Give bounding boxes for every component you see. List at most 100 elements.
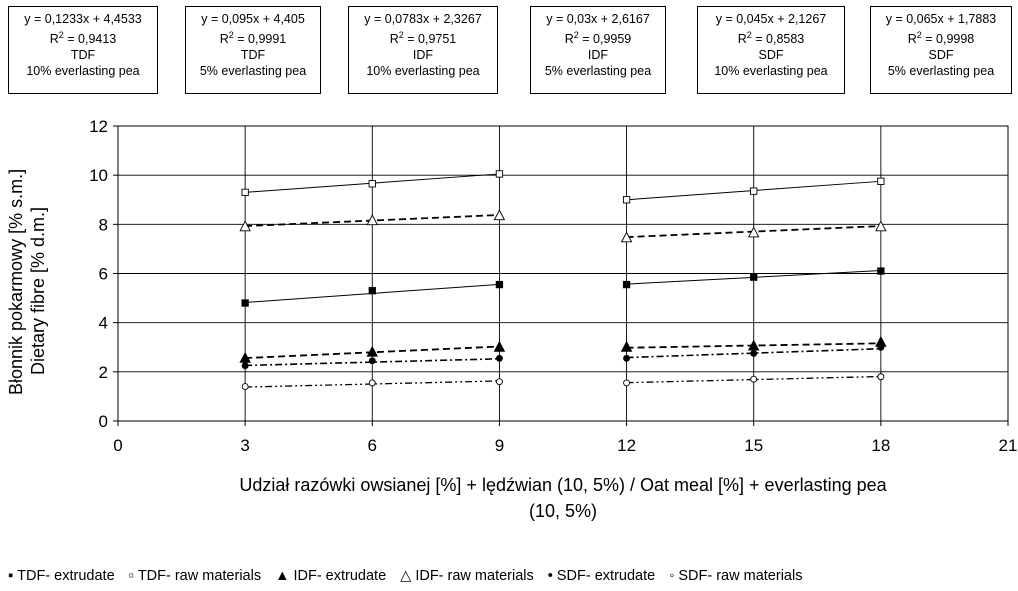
- x-axis-label-line2: (10, 5%): [528, 501, 598, 521]
- sdf-extrudate-trendline: [626, 347, 881, 359]
- sample-label: 10% everlasting pea: [714, 64, 828, 79]
- equation-box-tdf-5: y = 0,095x + 4,405 R2 = 0,9991 TDF 5% ev…: [185, 6, 321, 94]
- x-tick-label: 12: [617, 436, 636, 455]
- sdf-extrudate-trendline: [245, 358, 500, 367]
- legend-item-idf-extrudate: ▲ IDF- extrudate: [275, 568, 386, 584]
- sdf-raw-materials-point: [495, 378, 503, 386]
- tdf-extrudate-point: [241, 299, 249, 307]
- idf-raw-materials-point: [747, 226, 760, 238]
- idf-raw-materials-point: [875, 220, 887, 232]
- legend-item-sdf-extrudate: • SDF- extrudate: [548, 568, 655, 584]
- legend-label: SDF- raw materials: [678, 568, 803, 584]
- fibre-type: IDF: [587, 48, 609, 63]
- y-tick-label: 0: [99, 412, 108, 431]
- equation-text: y = 0,1233x + 4,4533: [24, 12, 142, 26]
- equation-box-sdf-10: y = 0,045x + 2,1267 R2 = 0,8583 SDF 10% …: [697, 6, 845, 94]
- x-tick-label: 3: [240, 436, 249, 455]
- filled-square-marker-icon: ▪: [8, 568, 14, 584]
- sdf-raw-materials-point: [241, 383, 249, 391]
- sdf-raw-materials-point: [623, 379, 631, 387]
- chart-legend: ▪ TDF- extrudate ▫ TDF- raw materials ▲ IDF…: [8, 568, 812, 584]
- tdf-raw-materials-point: [877, 177, 885, 185]
- y-tick-label: 2: [99, 363, 108, 382]
- x-tick-label: 9: [495, 436, 504, 455]
- idf-raw-materials-point: [366, 214, 379, 226]
- tdf-raw-materials-point: [622, 196, 631, 204]
- fibre-type: SDF: [758, 48, 784, 63]
- legend-label: TDF- raw materials: [137, 568, 262, 584]
- x-tick-label: 18: [871, 436, 890, 455]
- sample-label: 5% everlasting pea: [544, 64, 652, 79]
- equation-text: y = 0,065x + 1,7883: [885, 12, 997, 26]
- equation-text: y = 0,045x + 2,1267: [715, 12, 827, 26]
- sdf-raw-materials-point: [368, 379, 376, 387]
- equation-box-idf-5: y = 0,03x + 2,6167 R2 = 0,9959 IDF 5% ev…: [530, 6, 666, 94]
- legend-item-tdf-raw: ▫ TDF- raw materials: [129, 568, 261, 584]
- r-squared: R2 = 0,9998: [907, 30, 975, 47]
- equation-text: y = 0,0783x + 2,3267: [364, 12, 482, 26]
- x-tick-label: 6: [368, 436, 377, 455]
- sdf-extrudate-point: [623, 354, 631, 362]
- legend-item-tdf-extrudate: ▪ TDF- extrudate: [8, 568, 115, 584]
- legend-item-idf-raw: △ IDF- raw materials: [400, 568, 534, 584]
- tdf-extrudate-point: [495, 280, 504, 289]
- sdf-extrudate-point: [368, 357, 376, 365]
- sdf-extrudate-point: [495, 354, 503, 362]
- x-tick-label: 0: [113, 436, 122, 455]
- tdf-extrudate-point: [750, 273, 758, 281]
- open-circle-marker-icon: ◦: [669, 568, 675, 584]
- x-tick-label: 21: [999, 436, 1018, 455]
- sdf-extrudate-point: [241, 362, 249, 370]
- y-axis-label-english: Dietary fibre [% d.m.]: [28, 206, 48, 375]
- r-squared: R2 = 0,9413: [49, 30, 117, 47]
- legend-label: TDF- extrudate: [17, 568, 115, 584]
- sdf-raw-materials-point: [877, 373, 885, 381]
- open-triangle-marker-icon: △: [400, 568, 412, 584]
- y-axis-label-polish: Błonnik pokarmowy [% s.m.]: [6, 168, 26, 395]
- marker-layer: [239, 170, 887, 391]
- sample-label: 10% everlasting pea: [366, 64, 480, 79]
- x-axis-label: Udział razówki owsianej [%] + lędźwian (…: [118, 472, 1008, 524]
- tdf-raw-materials-point: [368, 180, 376, 188]
- sample-label: 5% everlasting pea: [199, 64, 307, 79]
- sdf-raw-materials-trendline: [626, 375, 881, 384]
- y-tick-label: 12: [89, 117, 108, 136]
- tick-layer: 0 2 4 6 8 10 12 0 3 6 9 12 15 18 21: [89, 117, 1017, 455]
- sample-label: 5% everlasting pea: [887, 64, 995, 79]
- sdf-raw-materials-trendline: [245, 380, 500, 388]
- open-square-marker-icon: ▫: [128, 568, 134, 584]
- legend-label: IDF- extrudate: [293, 568, 387, 584]
- x-axis-label-line1: Udział razówki owsianej [%] + lędźwian (…: [239, 475, 887, 495]
- y-tick-label: 4: [99, 314, 108, 333]
- idf-extrudate-point: [493, 340, 506, 352]
- legend-item-sdf-raw: ◦ SDF- raw materials: [669, 568, 802, 584]
- r-squared: R2 = 0,9959: [564, 30, 632, 47]
- r-squared: R2 = 0,9751: [389, 30, 457, 47]
- tdf-extrudate-point: [368, 287, 376, 295]
- idf-raw-materials-point: [620, 231, 633, 243]
- idf-extrudate-point: [620, 340, 633, 352]
- tdf-extrudate-point: [877, 267, 885, 275]
- filled-circle-marker-icon: •: [547, 568, 553, 584]
- fibre-type: IDF: [412, 48, 434, 63]
- y-tick-label: 6: [99, 265, 108, 284]
- tdf-raw-materials-point: [495, 170, 504, 178]
- equation-text: y = 0,03x + 2,6167: [546, 12, 650, 26]
- legend-label: IDF- raw materials: [415, 568, 534, 584]
- y-tick-label: 8: [99, 215, 108, 234]
- filled-triangle-marker-icon: ▲: [275, 568, 290, 584]
- x-tick-label: 15: [744, 436, 763, 455]
- trend-layer: [245, 173, 881, 388]
- equation-text: y = 0,095x + 4,405: [201, 12, 305, 26]
- equation-box-tdf-10: y = 0,1233x + 4,4533 R2 = 0,9413 TDF 10%…: [8, 6, 158, 94]
- tdf-extrudate-point: [622, 280, 631, 289]
- grid-layer: [113, 125, 1009, 426]
- sample-label: 10% everlasting pea: [26, 64, 140, 79]
- r-squared: R2 = 0,9991: [219, 30, 287, 47]
- plot-border: [117, 125, 1009, 422]
- fibre-type: SDF: [928, 48, 954, 63]
- idf-extrudate-point: [366, 345, 379, 357]
- equation-box-idf-10: y = 0,0783x + 2,3267 R2 = 0,9751 IDF 10%…: [348, 6, 498, 94]
- sdf-raw-materials-point: [750, 375, 758, 383]
